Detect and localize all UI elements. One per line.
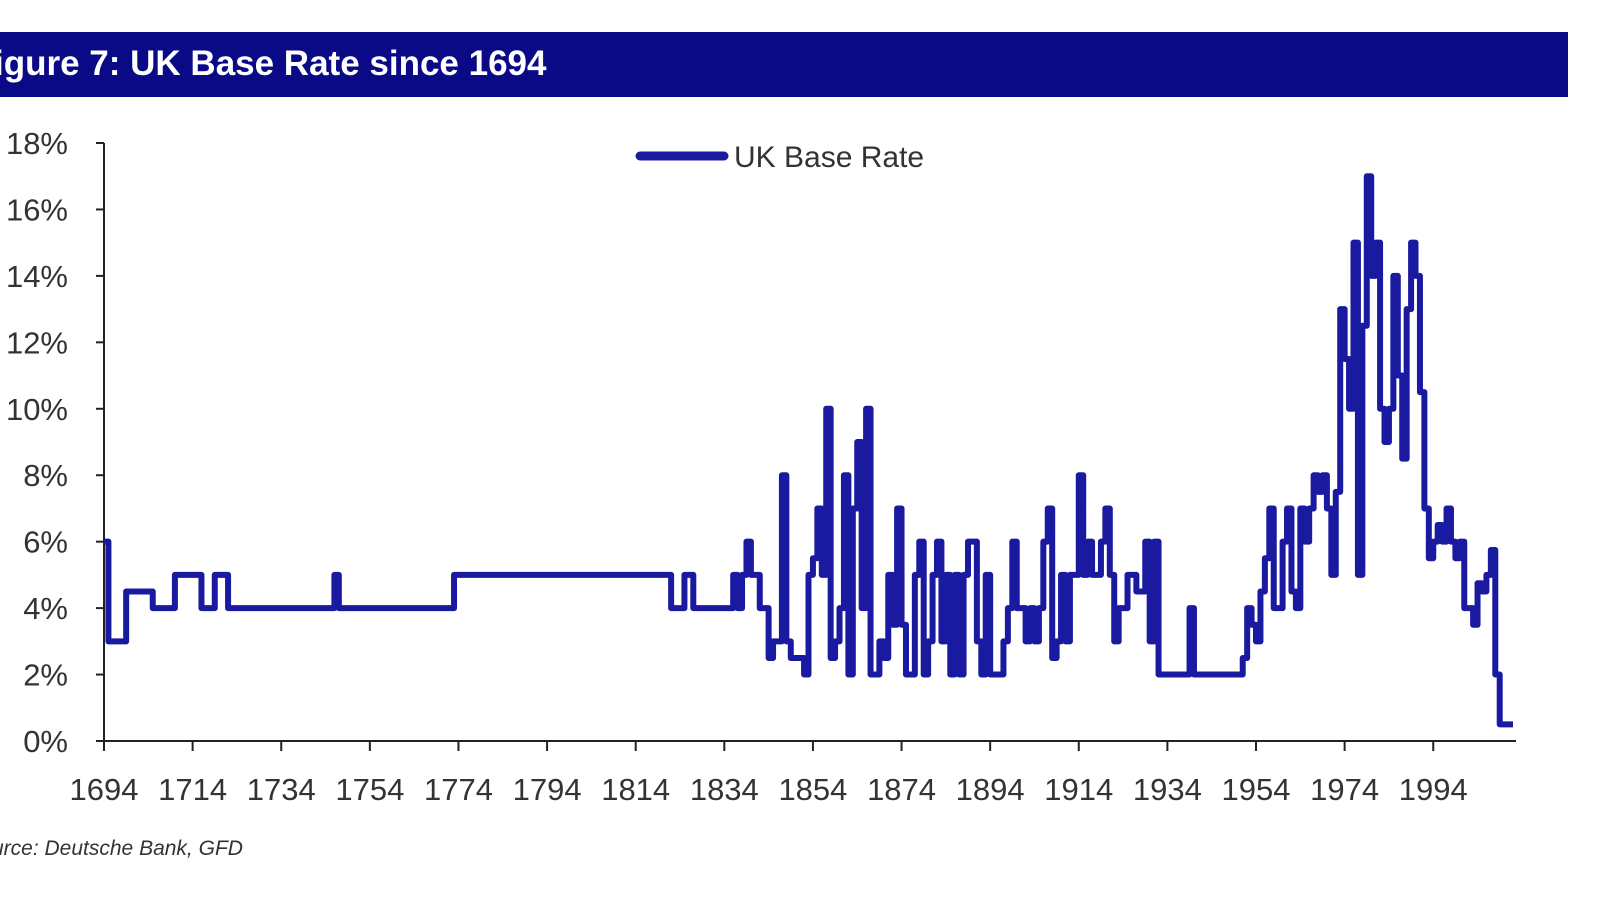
x-tick-label: 1834 [690, 772, 759, 807]
y-tick-label: 18% [6, 126, 68, 161]
x-tick-label: 1754 [335, 772, 404, 807]
x-tick-label: 1714 [158, 772, 227, 807]
y-tick-label: 6% [23, 525, 68, 560]
x-tick-label: 1934 [1133, 772, 1202, 807]
x-tick-label: 1794 [513, 772, 582, 807]
x-tick-label: 1694 [70, 772, 139, 807]
y-tick-label: 8% [23, 458, 68, 493]
x-tick-label: 1974 [1310, 772, 1379, 807]
legend: UK Base Rate [635, 141, 924, 174]
x-tick-label: 1874 [867, 772, 936, 807]
source-note: urce: Deutsche Bank, GFD [0, 837, 243, 860]
title-bar [0, 32, 1568, 97]
y-tick-label: 10% [6, 392, 68, 427]
x-tick-label: 1774 [424, 772, 493, 807]
axes: 0% 2% 4% 6% 8% 10% 12% 14% 16% 18% 1694 1714 1734 175… [6, 126, 1516, 807]
x-tick-label: 1914 [1044, 772, 1113, 807]
x-tick-label: 1854 [778, 772, 847, 807]
y-tick-label: 2% [23, 658, 68, 693]
chart-title: igure 7: UK Base Rate since 1694 [0, 44, 547, 83]
y-tick-label: 14% [6, 259, 68, 294]
y-tick-label: 4% [23, 591, 68, 626]
legend-label: UK Base Rate [734, 141, 924, 174]
x-tick-label: 1894 [956, 772, 1025, 807]
y-tick-label: 16% [6, 192, 68, 227]
y-tick-label: 0% [23, 724, 68, 759]
x-tick-label: 1814 [601, 772, 670, 807]
series-line-uk-base-rate [104, 173, 1513, 728]
x-tick-label: 1954 [1222, 772, 1291, 807]
x-tick-label: 1994 [1399, 772, 1468, 807]
x-tick-label: 1734 [247, 772, 316, 807]
y-tick-label: 12% [6, 325, 68, 360]
